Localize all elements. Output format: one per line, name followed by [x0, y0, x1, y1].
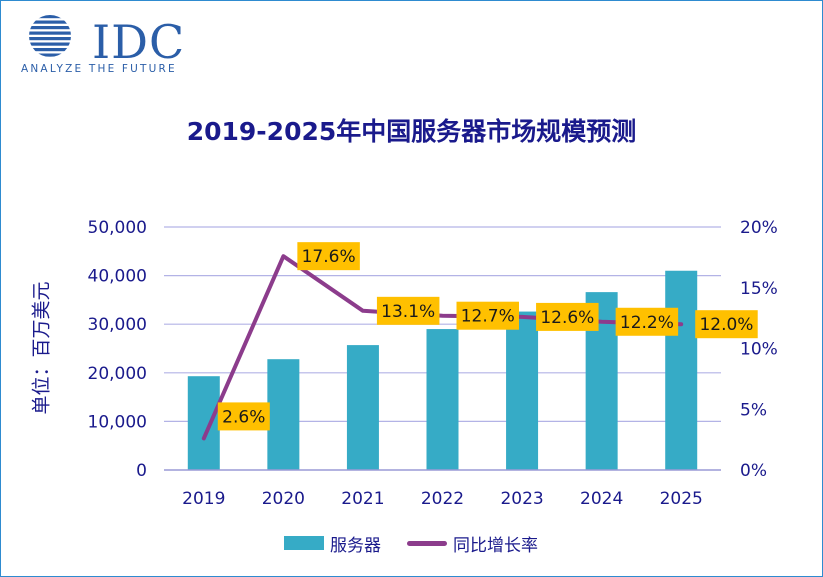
- y2-tick-label: 0%: [740, 461, 767, 481]
- x-tick-label: 2019: [182, 489, 225, 509]
- y2-tick-label: 20%: [740, 218, 778, 238]
- x-tick-label: 2021: [341, 489, 384, 509]
- data-label-box: [536, 302, 599, 331]
- x-tick-label: 2020: [262, 489, 305, 509]
- bar: [665, 270, 698, 470]
- y-tick-label: 0: [136, 461, 147, 481]
- data-label-box: [615, 307, 679, 336]
- data-label-box: [456, 301, 519, 330]
- x-tick-label: 2022: [421, 489, 464, 509]
- legend: 服务器 同比增长率: [284, 530, 538, 556]
- legend-swatch-bar: [284, 536, 324, 550]
- x-tick-label: 2024: [580, 489, 623, 509]
- legend-swatch-line: [407, 540, 447, 546]
- y2-tick-label: 15%: [740, 279, 778, 299]
- y2-tick-label: 10%: [740, 340, 778, 360]
- data-label-box: [695, 310, 758, 339]
- idc-logo: IDC ANALYZE THE FUTURE: [20, 14, 200, 78]
- legend-label-bar: 服务器: [330, 535, 381, 556]
- data-label: 12.6%: [540, 308, 594, 328]
- bar: [346, 345, 379, 470]
- data-label: 12.0%: [699, 315, 753, 335]
- y-tick-label: 50,000: [88, 218, 147, 238]
- bar: [267, 359, 300, 470]
- bar: [426, 329, 459, 470]
- data-labels: 2.6% 17.6% 13.1% 12.7% 12.6% 12.2% 12.0%: [217, 242, 758, 431]
- data-label: 12.2%: [620, 313, 674, 333]
- x-tick-label: 2025: [660, 489, 703, 509]
- data-label-box: [297, 242, 360, 271]
- chart-title: 2019-2025年中国服务器市场规模预测: [186, 117, 637, 146]
- line-series: [201, 254, 684, 441]
- y-tick-label: 30,000: [88, 315, 147, 335]
- bar: [506, 311, 539, 470]
- y-tick-label: 20,000: [88, 364, 147, 384]
- data-label: 12.7%: [461, 307, 515, 327]
- axes: 0 10,000 20,000 30,000 40,000 50,000 0% 5% 10% 15…: [88, 218, 778, 509]
- logo-tagline: ANALYZE THE FUTURE: [21, 63, 177, 75]
- globe-icon: [29, 15, 71, 57]
- y-tick-label: 40,000: [88, 267, 147, 287]
- legend-label-line: 同比增长率: [453, 535, 538, 556]
- data-label: 13.1%: [381, 302, 435, 322]
- growth-rate-line: [201, 254, 684, 441]
- x-tick-label: 2023: [500, 489, 543, 509]
- data-label: 2.6%: [222, 407, 265, 427]
- logo-wordmark: IDC: [92, 15, 186, 69]
- y2-tick-label: 5%: [740, 400, 767, 420]
- data-label: 17.6%: [302, 247, 356, 267]
- data-label-box: [217, 402, 270, 431]
- y-tick-label: 10,000: [88, 412, 147, 432]
- bar-series: [187, 270, 698, 470]
- bar: [187, 376, 220, 470]
- data-label-box: [376, 296, 440, 325]
- y-axis-label: 单位：百万美元: [30, 281, 53, 415]
